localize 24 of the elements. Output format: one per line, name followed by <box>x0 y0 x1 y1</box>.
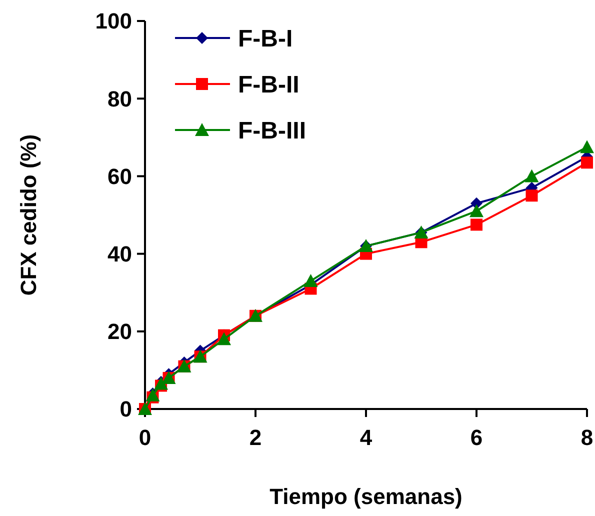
point <box>470 204 484 218</box>
legend-label: F-B-I <box>238 25 293 52</box>
point <box>580 140 594 154</box>
x-axis-title: Tiempo (semanas) <box>270 484 462 509</box>
y-tick-label: 40 <box>108 242 132 266</box>
y-axis-title: CFX cedido (%) <box>16 134 41 296</box>
legend-label: F-B-II <box>238 71 300 98</box>
x-tick-label: 0 <box>138 425 152 450</box>
y-tick-label: 60 <box>108 164 132 189</box>
x-tick-label: 8 <box>580 425 594 450</box>
point <box>581 156 593 169</box>
point <box>526 190 538 202</box>
x-tick-label: 2 <box>249 425 262 450</box>
y-tick-label: 80 <box>108 86 132 112</box>
x-tick-label: 6 <box>470 425 483 450</box>
x-tick-label: 4 <box>360 425 373 450</box>
y-tick-label: 0 <box>120 396 132 422</box>
legend-label: F-B-III <box>238 117 306 144</box>
y-tick-label: 20 <box>108 319 132 344</box>
y-tick-label: 100 <box>95 8 132 34</box>
point <box>470 218 482 231</box>
point <box>304 274 318 287</box>
point <box>217 332 232 346</box>
point <box>524 169 539 182</box>
